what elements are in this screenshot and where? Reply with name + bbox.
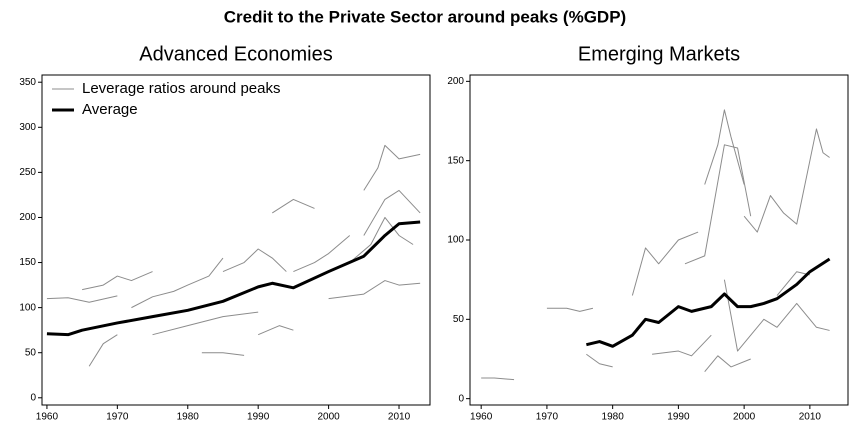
x-tick-label: 1970: [106, 412, 129, 423]
x-tick-label: 1980: [177, 412, 200, 423]
x-tick-label: 2010: [388, 412, 411, 423]
plot-frame: [469, 74, 849, 406]
data-line: [293, 235, 351, 273]
y-tick-label: 250: [19, 167, 36, 178]
data-line: [257, 325, 294, 336]
data-line: [631, 231, 699, 296]
chart-title: Credit to the Private Sector around peak…: [224, 7, 626, 26]
data-line: [546, 307, 594, 312]
data-line: [481, 377, 515, 381]
y-tick-label: 350: [19, 77, 36, 88]
y-tick-label: 100: [447, 235, 464, 246]
x-tick-label: 1960: [470, 412, 493, 423]
legend-label: Average: [82, 101, 138, 118]
y-tick-label: 0: [30, 392, 36, 403]
y-tick-label: 100: [19, 302, 36, 313]
y-tick-label: 150: [19, 257, 36, 268]
y-tick-label: 50: [25, 347, 37, 358]
data-line: [82, 271, 153, 291]
panel-title: Emerging Markets: [578, 43, 740, 65]
data-line: [328, 280, 421, 300]
data-line: [684, 144, 752, 265]
y-tick-label: 0: [458, 393, 464, 404]
y-tick-label: 200: [447, 76, 464, 87]
y-tick-label: 200: [19, 212, 36, 223]
data-line: [704, 355, 751, 373]
data-line: [152, 311, 259, 336]
panel-title: Advanced Economies: [139, 43, 332, 65]
data-line: [363, 144, 421, 191]
x-tick-label: 1990: [247, 412, 270, 423]
data-line: [743, 128, 830, 233]
x-tick-label: 2000: [733, 412, 756, 423]
x-tick-label: 2010: [799, 412, 822, 423]
data-line: [46, 295, 118, 303]
plot-frame: [41, 74, 431, 406]
y-tick-label: 50: [453, 314, 465, 325]
data-line: [776, 271, 810, 296]
x-tick-label: 1990: [667, 412, 690, 423]
x-tick-label: 1960: [36, 412, 59, 423]
x-tick-label: 1970: [536, 412, 559, 423]
data-line: [723, 279, 830, 352]
x-tick-label: 2000: [317, 412, 340, 423]
x-tick-label: 1980: [602, 412, 625, 423]
data-line: [222, 248, 287, 273]
y-tick-label: 150: [447, 155, 464, 166]
data-line: [349, 216, 414, 263]
y-tick-label: 300: [19, 122, 36, 133]
data-line: [131, 257, 224, 309]
data-line: [88, 334, 118, 367]
data-line: [586, 353, 613, 368]
data-line: [586, 257, 831, 348]
data-line: [704, 109, 745, 185]
data-line: [363, 189, 421, 236]
data-line: [201, 352, 245, 356]
data-line: [46, 220, 421, 337]
legend-label: Leverage ratios around peaks: [82, 80, 280, 97]
data-line: [271, 198, 315, 214]
data-line: [652, 334, 712, 357]
